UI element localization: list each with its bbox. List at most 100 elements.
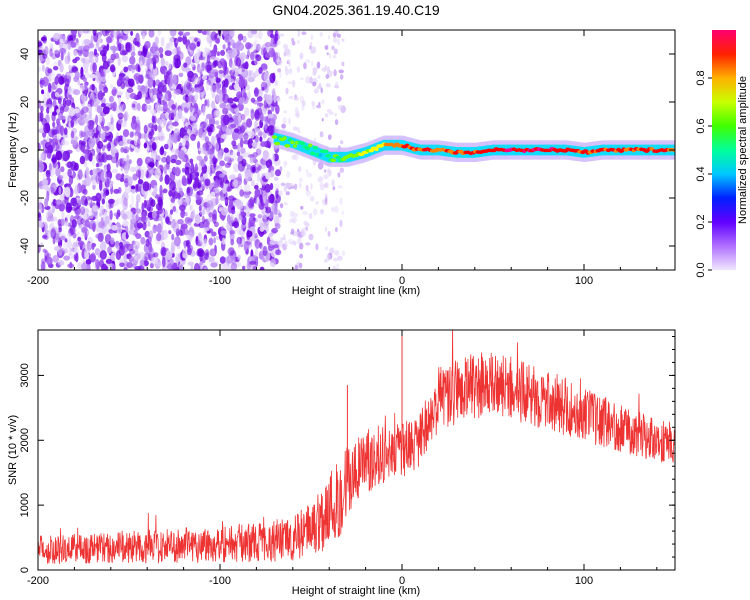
noise-dot	[197, 141, 201, 150]
noise-dot	[206, 64, 212, 72]
noise-dot	[308, 212, 313, 220]
noise-dot	[133, 73, 141, 81]
noise-dot	[172, 222, 180, 233]
noise-dot	[138, 165, 142, 171]
noise-dot	[157, 196, 163, 206]
noise-dot	[60, 166, 65, 173]
noise-dot	[198, 165, 202, 174]
noise-dot	[181, 210, 186, 216]
noise-dot	[80, 195, 88, 206]
noise-dot	[326, 52, 330, 56]
noise-dot	[88, 128, 94, 137]
noise-dot	[222, 44, 226, 50]
noise-dot	[237, 113, 241, 123]
noise-dot	[175, 209, 179, 214]
noise-dot	[77, 240, 84, 247]
noise-dot	[40, 152, 45, 161]
noise-dot	[194, 87, 201, 93]
noise-dot	[62, 140, 70, 146]
noise-dot	[197, 67, 203, 72]
y-tick-label: 3000	[19, 363, 31, 387]
noise-dot	[165, 216, 170, 225]
noise-dot	[229, 230, 235, 235]
colorbar-tick-label: 0.4	[695, 166, 707, 181]
noise-dot	[266, 236, 271, 246]
noise-dot	[78, 140, 82, 145]
noise-dot	[95, 114, 98, 126]
noise-dot	[218, 69, 224, 74]
noise-dot	[94, 132, 99, 139]
noise-dot	[143, 252, 151, 261]
noise-dot	[222, 237, 226, 245]
noise-dot	[154, 124, 158, 132]
noise-dot	[238, 146, 246, 156]
noise-dot	[325, 83, 331, 88]
noise-dot	[164, 60, 169, 66]
noise-dot	[112, 148, 119, 154]
noise-dot	[110, 252, 116, 261]
noise-dot	[121, 55, 129, 63]
noise-dot	[128, 257, 133, 264]
noise-dot	[184, 167, 192, 175]
noise-dot	[305, 184, 309, 192]
noise-dot	[324, 182, 328, 188]
signal-core	[308, 143, 313, 148]
noise-dot	[210, 135, 216, 145]
noise-dot	[181, 177, 188, 187]
noise-dot	[279, 166, 283, 172]
noise-dot	[197, 182, 201, 189]
noise-dot	[198, 128, 203, 138]
noise-dot	[201, 74, 208, 81]
noise-dot	[277, 190, 283, 197]
noise-dot	[264, 52, 272, 58]
noise-dot	[220, 134, 228, 139]
noise-dot	[58, 223, 62, 230]
noise-dot	[223, 30, 230, 35]
noise-dot	[73, 49, 78, 56]
noise-dot	[64, 194, 69, 205]
noise-dot	[44, 197, 49, 208]
noise-dot	[254, 239, 261, 249]
noise-dot	[162, 101, 168, 113]
noise-dot	[131, 195, 135, 206]
noise-dot	[243, 140, 250, 145]
noise-dot	[186, 186, 193, 197]
noise-dot	[148, 87, 153, 97]
noise-dot	[230, 209, 236, 215]
noise-dot	[172, 57, 177, 68]
noise-dot	[115, 157, 119, 168]
noise-dot	[107, 246, 112, 254]
noise-dot	[317, 176, 324, 183]
noise-dot	[271, 152, 275, 164]
noise-dot	[100, 130, 106, 142]
noise-dot	[340, 74, 344, 80]
noise-dot	[59, 47, 66, 54]
noise-dot	[264, 206, 271, 214]
noise-dot	[189, 36, 195, 41]
noise-dot	[87, 210, 94, 219]
noise-dot	[135, 193, 141, 203]
noise-dot	[246, 118, 253, 128]
noise-dot	[103, 187, 109, 194]
noise-dot	[74, 56, 80, 61]
signal-core	[310, 151, 316, 156]
noise-dot	[44, 46, 49, 56]
noise-dot	[99, 81, 104, 93]
noise-dot	[117, 112, 124, 120]
noise-dot	[67, 168, 72, 178]
noise-dot	[212, 209, 217, 221]
noise-dot	[196, 48, 201, 55]
noise-dot	[88, 110, 93, 120]
noise-dot	[121, 120, 127, 128]
noise-dot	[210, 191, 216, 197]
noise-dot	[341, 250, 346, 256]
noise-dot	[246, 230, 253, 238]
noise-dot	[185, 56, 192, 66]
noise-dot	[181, 167, 186, 173]
noise-dot	[84, 251, 90, 261]
noise-dot	[38, 66, 42, 73]
noise-dot	[158, 47, 164, 54]
noise-dot	[212, 48, 217, 54]
noise-dot	[92, 179, 96, 186]
noise-dot	[154, 168, 162, 179]
